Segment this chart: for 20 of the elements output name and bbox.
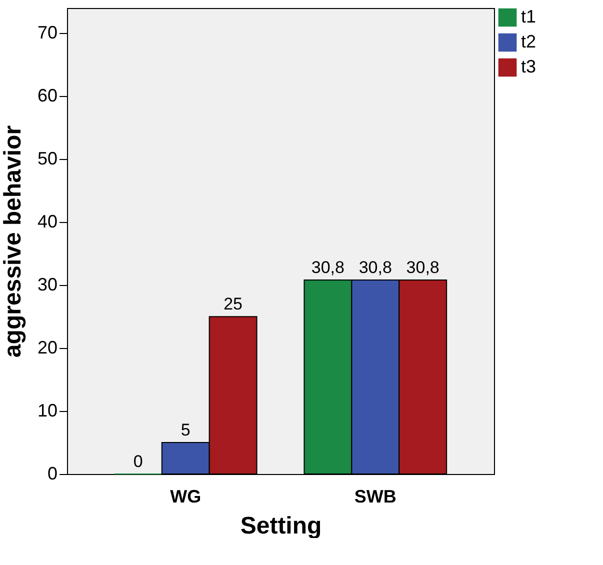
- data-label: 30,8: [406, 258, 440, 278]
- y-tick-label: 50: [37, 148, 58, 169]
- x-tick-label: WG: [170, 486, 202, 506]
- data-label: 0: [133, 452, 143, 471]
- y-axis-title: aggressive behavior: [0, 125, 26, 358]
- data-label: 25: [224, 294, 243, 314]
- legend-label: t3: [521, 56, 536, 76]
- y-tick-label: 20: [37, 338, 58, 358]
- legend-label: t1: [521, 6, 536, 26]
- data-label: 30,8: [358, 258, 392, 278]
- y-tick-label: 30: [37, 274, 58, 295]
- y-tick-label: 40: [37, 212, 58, 232]
- y-tick-label: 70: [37, 22, 58, 43]
- y-tick-label: 10: [37, 400, 58, 421]
- data-label: 30,8: [311, 258, 344, 278]
- x-tick-label: SWB: [354, 486, 396, 506]
- y-tick-label: 60: [37, 86, 58, 106]
- y-tick-label: 0: [47, 464, 58, 484]
- legend-label: t2: [521, 32, 536, 52]
- data-label: 5: [180, 420, 190, 440]
